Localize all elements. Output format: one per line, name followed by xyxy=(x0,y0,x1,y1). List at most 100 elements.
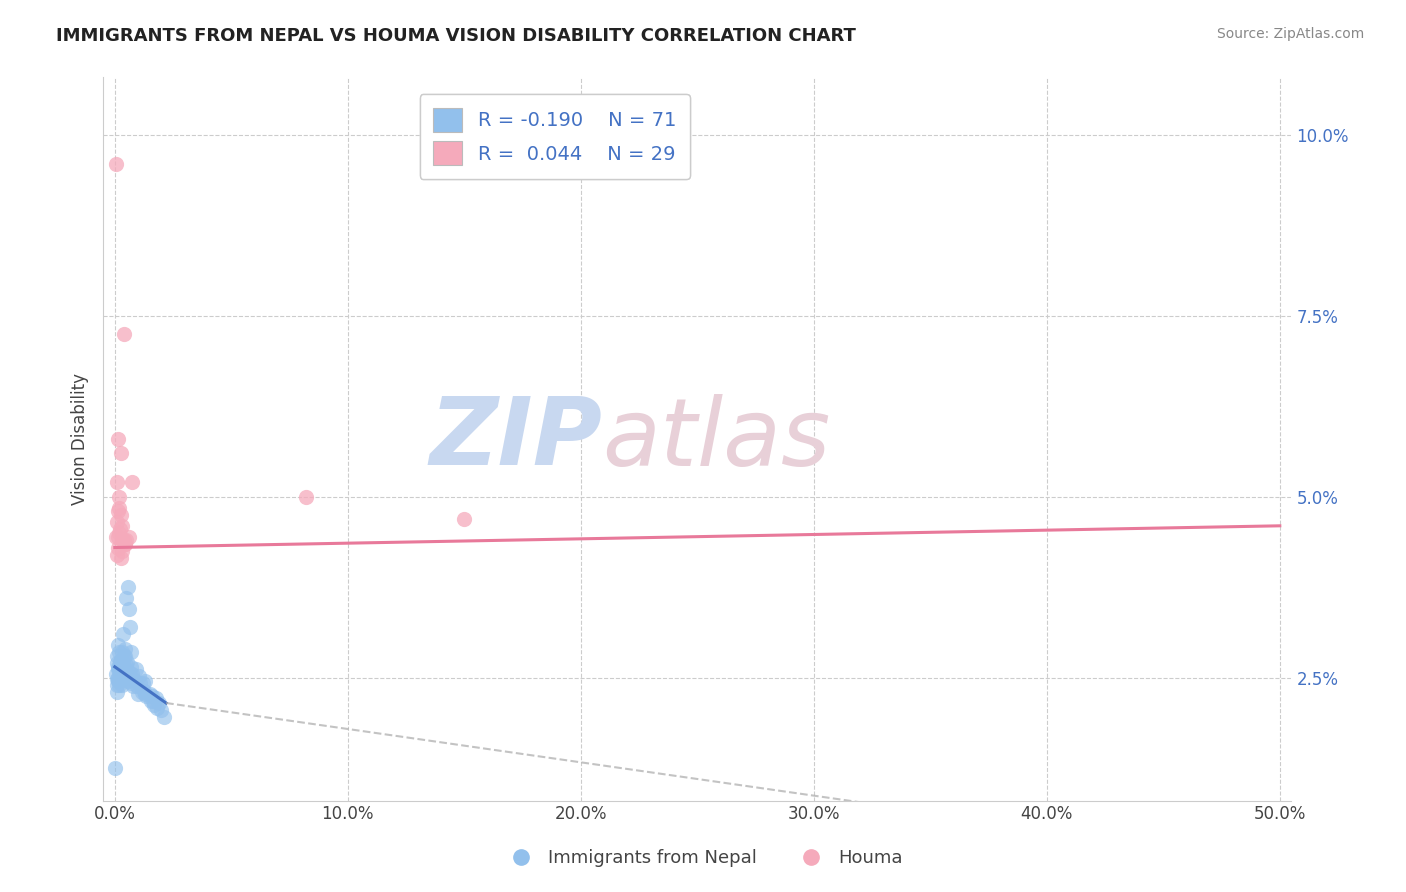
Point xyxy=(115,591,138,606)
Point xyxy=(107,660,129,674)
Point xyxy=(108,660,131,674)
Point xyxy=(115,533,138,548)
Legend: R = -0.190    N = 71, R =  0.044    N = 29: R = -0.190 N = 71, R = 0.044 N = 29 xyxy=(419,95,690,178)
Point xyxy=(150,703,173,717)
Point xyxy=(128,669,150,683)
Point xyxy=(110,652,132,666)
Point xyxy=(111,645,134,659)
Point xyxy=(108,523,131,537)
Point xyxy=(115,655,138,669)
Point xyxy=(108,490,131,504)
Point xyxy=(118,530,141,544)
Point xyxy=(110,652,132,666)
Point xyxy=(105,475,128,490)
Point xyxy=(111,657,134,671)
Point xyxy=(112,660,135,674)
Point xyxy=(110,664,132,678)
Point xyxy=(118,620,141,634)
Point xyxy=(112,648,135,663)
Point xyxy=(135,689,157,703)
Point xyxy=(110,665,132,679)
Point xyxy=(107,662,129,676)
Point xyxy=(114,648,136,663)
Point xyxy=(127,687,149,701)
Point xyxy=(111,518,134,533)
Point xyxy=(105,515,128,529)
Point xyxy=(110,551,132,566)
Point xyxy=(145,701,167,715)
Point xyxy=(138,687,160,701)
Point xyxy=(105,685,128,699)
Point xyxy=(114,641,136,656)
Point xyxy=(114,537,136,551)
Point xyxy=(142,694,165,708)
Point xyxy=(453,511,475,525)
Point xyxy=(111,533,134,548)
Point xyxy=(118,669,141,683)
Legend: Immigrants from Nepal, Houma: Immigrants from Nepal, Houma xyxy=(496,842,910,874)
Y-axis label: Vision Disability: Vision Disability xyxy=(72,373,89,505)
Point xyxy=(105,657,128,671)
Point xyxy=(124,674,146,689)
Point xyxy=(139,694,162,708)
Point xyxy=(114,667,136,681)
Point xyxy=(131,685,153,699)
Point xyxy=(108,678,131,692)
Point xyxy=(105,648,128,663)
Point xyxy=(121,667,143,681)
Point xyxy=(111,678,134,692)
Point xyxy=(134,674,156,689)
Point xyxy=(111,533,134,548)
Point xyxy=(152,710,174,724)
Point xyxy=(111,657,134,672)
Point xyxy=(108,526,131,541)
Point xyxy=(104,667,127,681)
Point xyxy=(143,698,166,713)
Point xyxy=(117,674,139,689)
Text: ZIP: ZIP xyxy=(429,393,602,485)
Point xyxy=(141,689,163,703)
Point xyxy=(108,500,131,515)
Point xyxy=(105,548,128,562)
Point xyxy=(120,676,142,690)
Text: IMMIGRANTS FROM NEPAL VS HOUMA VISION DISABILITY CORRELATION CHART: IMMIGRANTS FROM NEPAL VS HOUMA VISION DI… xyxy=(56,27,856,45)
Point xyxy=(104,761,127,775)
Point xyxy=(108,645,131,659)
Point xyxy=(107,530,129,544)
Point xyxy=(129,676,152,690)
Point xyxy=(120,645,142,659)
Point xyxy=(120,660,142,674)
Point xyxy=(107,674,129,689)
Point xyxy=(108,667,131,681)
Point xyxy=(110,446,132,460)
Point xyxy=(112,533,135,548)
Text: Source: ZipAtlas.com: Source: ZipAtlas.com xyxy=(1216,27,1364,41)
Point xyxy=(111,544,134,558)
Point xyxy=(107,638,129,652)
Point xyxy=(134,687,156,701)
Point xyxy=(112,672,135,686)
Point xyxy=(105,678,128,692)
Point xyxy=(107,671,129,685)
Point xyxy=(132,683,155,698)
Point xyxy=(104,530,127,544)
Point xyxy=(105,672,128,686)
Point xyxy=(108,655,131,669)
Point xyxy=(118,665,141,679)
Point xyxy=(118,602,141,616)
Point xyxy=(112,667,135,681)
Point xyxy=(111,627,134,641)
Point xyxy=(295,490,318,504)
Point xyxy=(114,537,136,551)
Text: atlas: atlas xyxy=(602,393,831,484)
Point xyxy=(145,690,167,705)
Point xyxy=(122,679,145,693)
Point xyxy=(117,580,139,594)
Point xyxy=(107,541,129,555)
Point xyxy=(125,679,148,693)
Point xyxy=(121,475,143,490)
Point xyxy=(115,657,138,672)
Point xyxy=(107,432,129,446)
Point xyxy=(107,504,129,518)
Point xyxy=(110,508,132,522)
